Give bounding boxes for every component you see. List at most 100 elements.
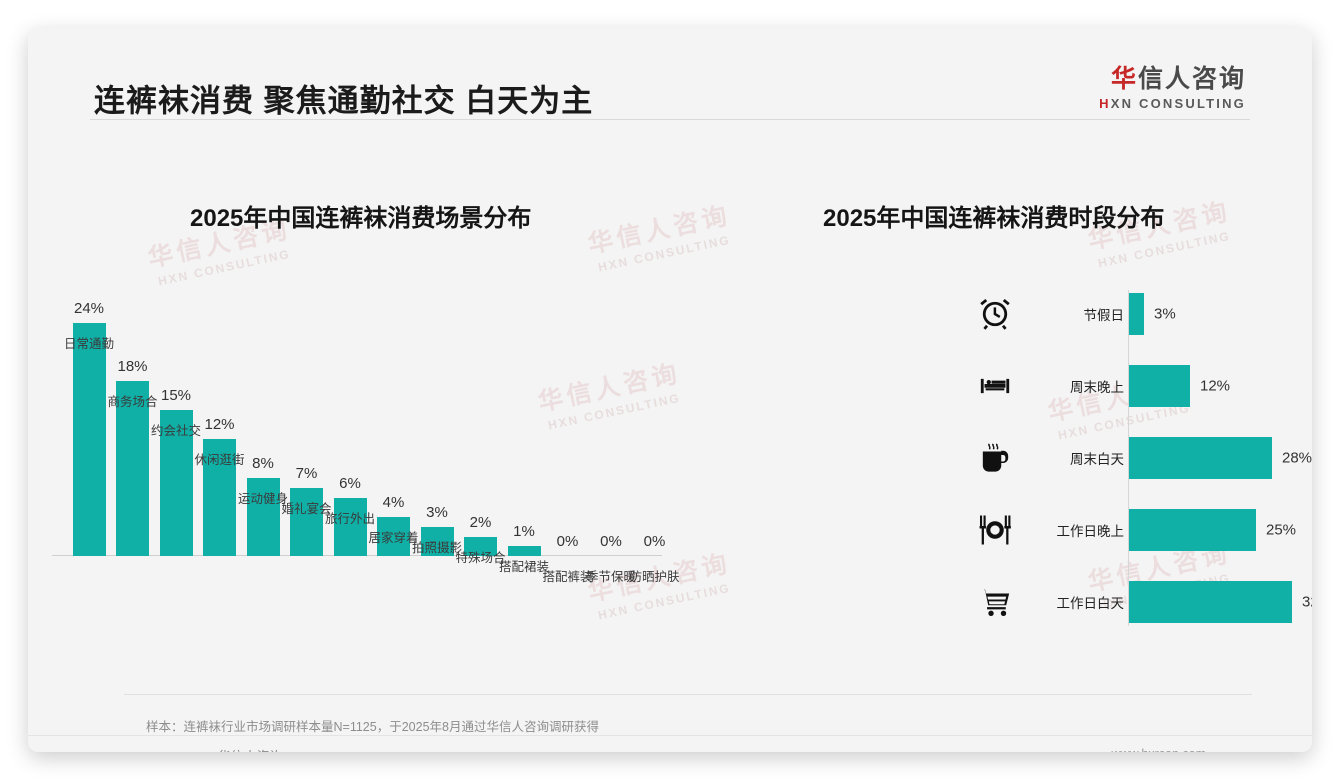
- time-distribution-chart: 节假日 3% 周末晚上 12% 周末白天 28% 工作日晚上 25% 工作日白天 32%: [958, 286, 1312, 636]
- bar-category-label: 商务场合: [107, 395, 158, 409]
- sample-note: 样本：连裤袜行业市场调研样本量N=1125，于2025年8月通过华信人咨询调研获…: [146, 720, 599, 734]
- copyright-text: ©2025.10 HXR华信人咨询: [130, 746, 283, 752]
- bar-value-label: 12%: [204, 416, 235, 433]
- left-chart-bar-item: 8% 运动健身: [237, 455, 289, 556]
- right-chart-row: 周末白天 28%: [958, 430, 1312, 486]
- bar[interactable]: [1129, 365, 1190, 407]
- page-title: 连裤袜消费 聚焦通勤社交 白天为主: [94, 83, 594, 119]
- alarm-clock-icon: [976, 295, 1014, 333]
- left-chart-bar-item: 3% 拍照摄影: [411, 504, 463, 556]
- bar-category-label: 约会社交: [150, 424, 202, 438]
- bar-category-label: 休闲逛街: [194, 453, 245, 467]
- left-chart-bar-item: 4% 居家穿着: [368, 494, 419, 556]
- watermark-cn: 华信人咨询: [585, 201, 734, 259]
- bar-category-label: 居家穿着: [368, 531, 419, 545]
- bar[interactable]: [420, 527, 454, 556]
- header-divider: [90, 119, 1250, 120]
- bar-category-label: 防晒护肤: [629, 570, 680, 584]
- bar[interactable]: [159, 410, 193, 556]
- header: 连裤袜消费 聚焦通勤社交 白天为主 华信人咨询 HXN CONSULTING: [28, 28, 1312, 120]
- right-chart-row: 周末晚上 12%: [958, 358, 1308, 414]
- bar-value-label: 32%: [1302, 593, 1312, 611]
- shopping-cart-icon: [976, 583, 1014, 621]
- bar-value-label: 18%: [117, 358, 148, 375]
- left-chart-bar-item: 15% 约会社交: [150, 387, 202, 556]
- bar-category-label: 特殊场合: [455, 551, 506, 565]
- bar-value-label: 3%: [1154, 305, 1176, 323]
- footnote-divider: [124, 694, 1252, 695]
- left-chart-bar-item: 18% 商务场合: [107, 358, 158, 556]
- logo-chinese-highlight: 华: [1110, 65, 1138, 93]
- row-category-label: 节假日: [1083, 308, 1125, 323]
- website-url: www.hxrcon.com: [1112, 747, 1206, 752]
- right-chart-title: 2025年中国连裤袜消费时段分布: [823, 205, 1165, 232]
- right-chart-axis: [1128, 290, 1129, 626]
- bar-category-label: 搭配裤装: [542, 570, 593, 584]
- bar[interactable]: [246, 478, 280, 556]
- bar[interactable]: [1129, 437, 1272, 479]
- watermark-en: HXN CONSULTING: [596, 232, 732, 275]
- bar[interactable]: [290, 488, 323, 556]
- left-chart-title: 2025年中国连裤袜消费场景分布: [190, 205, 532, 232]
- bar-value-label: 12%: [1200, 377, 1231, 395]
- bar-value-label: 0%: [556, 533, 579, 550]
- bar-category-label: 婚礼宴会: [281, 502, 332, 516]
- scene-distribution-chart: 24% 日常通勤 18% 商务场合 15% 约会社交 12% 休闲逛街 8% 运动健身 7% 婚礼宴会…: [40, 278, 680, 598]
- bar-value-label: 24%: [73, 300, 105, 317]
- logo-english: HXN CONSULTING: [1099, 96, 1246, 111]
- row-category-label: 周末晚上: [1070, 380, 1124, 395]
- bar-category-label: 运动健身: [237, 492, 289, 506]
- left-chart-bar-item: 12% 休闲逛街: [194, 416, 245, 556]
- bar-value-label: 28%: [1282, 449, 1312, 467]
- bar-value-label: 2%: [469, 514, 492, 531]
- right-chart-row: 节假日 3%: [958, 286, 1308, 342]
- logo-chinese-rest: 信人咨询: [1137, 65, 1246, 93]
- bar-category-label: 季节保暖: [585, 570, 637, 584]
- bar-category-label: 旅行外出: [324, 512, 376, 526]
- bar-value-label: 6%: [339, 475, 361, 492]
- bar[interactable]: [72, 323, 106, 556]
- bar[interactable]: [377, 517, 410, 556]
- logo-chinese: 华信人咨询: [1099, 66, 1246, 92]
- row-category-label: 工作日晚上: [1056, 524, 1125, 539]
- slide-card: 华信人咨询 HXN CONSULTING 华信人咨询 HXN CONSULTIN…: [28, 28, 1312, 752]
- bar[interactable]: [507, 546, 541, 556]
- bar-category-label: 拍照摄影: [411, 541, 463, 555]
- logo-english-rest: XN CONSULTING: [1110, 96, 1246, 112]
- coffee-mug-icon: [976, 439, 1014, 477]
- bar-value-label: 7%: [295, 465, 318, 482]
- bar-value-label: 0%: [600, 533, 622, 550]
- bar[interactable]: [1129, 509, 1256, 551]
- left-chart-bar-item: 7% 婚礼宴会: [281, 465, 332, 556]
- left-chart-bar-item: 6% 旅行外出: [324, 475, 376, 556]
- bar-value-label: 0%: [643, 533, 666, 550]
- company-logo: 华信人咨询 HXN CONSULTING: [1099, 66, 1246, 111]
- bar-category-label: 日常通勤: [63, 337, 115, 351]
- left-chart-bar-item: 1% 搭配裙装: [499, 523, 549, 574]
- bar[interactable]: [203, 439, 236, 556]
- row-category-label: 工作日白天: [1056, 596, 1125, 611]
- left-chart-bar-item: 2% 特殊场合: [455, 514, 505, 565]
- bed-icon: [976, 367, 1014, 405]
- bar[interactable]: [333, 498, 367, 556]
- left-chart-bar-item: 24% 日常通勤: [63, 300, 115, 556]
- right-chart-row: 工作日晚上 25%: [958, 502, 1308, 558]
- logo-english-highlight: H: [1099, 96, 1111, 112]
- bar-value-label: 15%: [160, 387, 192, 404]
- bar-value-label: 1%: [513, 523, 535, 540]
- right-chart-row: 工作日白天 32%: [958, 574, 1312, 630]
- row-category-label: 周末白天: [1070, 452, 1124, 467]
- bar-value-label: 4%: [382, 494, 405, 511]
- bar[interactable]: [464, 537, 497, 556]
- bar-value-label: 3%: [426, 504, 448, 521]
- bar-category-label: 搭配裙装: [498, 560, 550, 574]
- watermark-en: HXN CONSULTING: [1096, 228, 1232, 271]
- footer-divider: [28, 735, 1312, 736]
- bar-value-label: 25%: [1266, 521, 1297, 539]
- bar[interactable]: [1129, 293, 1144, 335]
- dinner-plate-icon: [976, 511, 1014, 549]
- watermark: 华信人咨询 HXN CONSULTING: [584, 195, 736, 275]
- bar[interactable]: [116, 381, 149, 556]
- bar-value-label: 8%: [252, 455, 274, 472]
- bar[interactable]: [1129, 581, 1292, 623]
